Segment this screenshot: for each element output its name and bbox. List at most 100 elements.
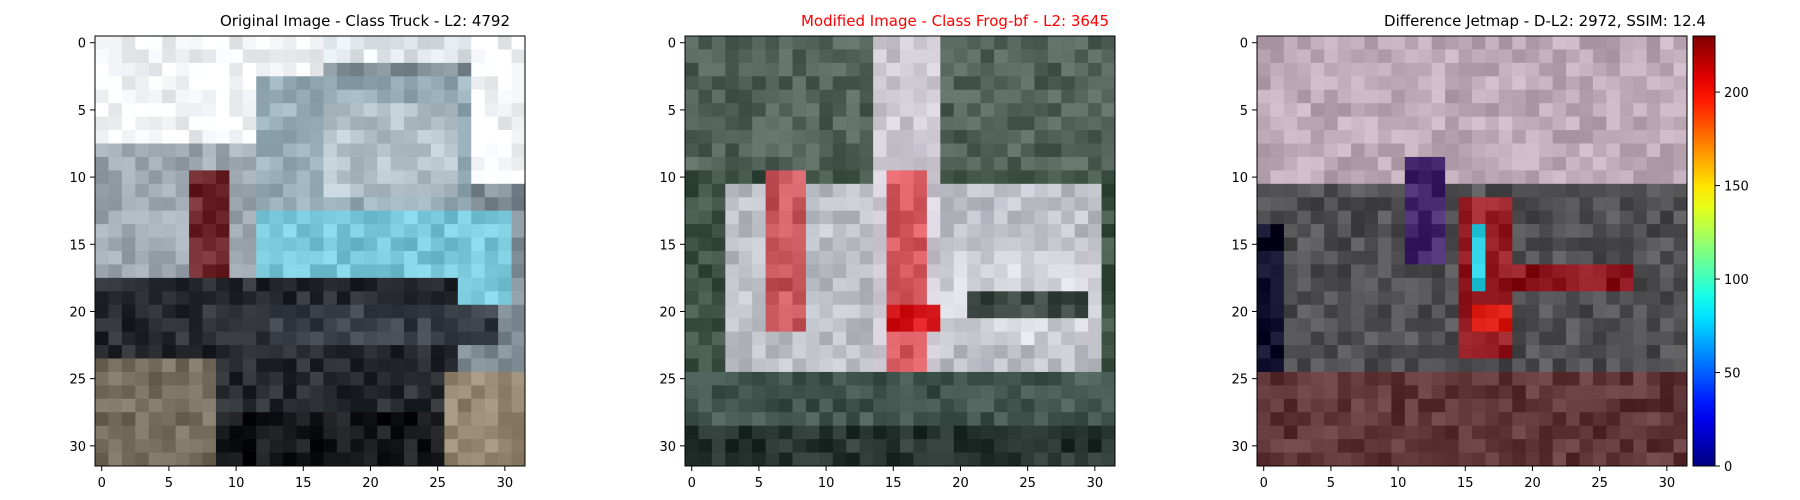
pixel (1512, 224, 1527, 238)
pixel (1512, 62, 1527, 77)
pixel (457, 224, 472, 238)
pixel (1351, 143, 1365, 158)
pixel (1351, 210, 1365, 225)
pixel (900, 170, 914, 185)
pixel (926, 183, 941, 198)
pixel (1512, 385, 1527, 400)
pixel (1458, 130, 1473, 144)
pixel (873, 224, 887, 238)
pixel (1020, 170, 1035, 185)
pixel (1047, 36, 1062, 50)
pixel (121, 398, 136, 413)
pixel (1485, 89, 1500, 104)
pixel (1539, 251, 1554, 265)
pixel (792, 197, 807, 212)
pixel (484, 331, 499, 346)
pixel (1458, 183, 1473, 198)
pixel (1337, 304, 1352, 319)
pixel (377, 130, 392, 144)
pixel (229, 452, 244, 467)
pixel (711, 224, 726, 238)
pixel (1485, 398, 1500, 413)
pixel (1606, 130, 1621, 144)
pixel (1552, 156, 1567, 171)
pixel (363, 89, 378, 104)
pixel (229, 76, 244, 91)
pixel (1324, 143, 1339, 158)
pixel (1445, 116, 1459, 131)
x-tick-label: 10 (1390, 476, 1407, 491)
pixel (296, 277, 311, 292)
pixel (296, 385, 311, 400)
pixel (1404, 439, 1419, 453)
pixel (1472, 331, 1486, 346)
pixel (1391, 385, 1406, 400)
pixel (498, 412, 512, 427)
pixel (846, 76, 861, 91)
pixel (1552, 103, 1567, 118)
pixel (1283, 197, 1298, 212)
pixel (242, 291, 257, 306)
pixel (296, 412, 311, 427)
pixel (1324, 291, 1339, 306)
pixel (1472, 103, 1486, 118)
pixel (1673, 156, 1688, 171)
pixel (832, 130, 847, 144)
pixel (1619, 170, 1634, 185)
pixel (202, 452, 217, 467)
pixel (323, 385, 338, 400)
pixel (711, 130, 726, 144)
pixel (1552, 345, 1567, 359)
pixel (471, 210, 486, 225)
pixel (913, 116, 928, 131)
pixel (1485, 439, 1500, 453)
pixel (1458, 49, 1473, 64)
pixel (953, 143, 968, 158)
pixel (1525, 224, 1540, 238)
pixel (283, 264, 297, 279)
pixel (511, 170, 526, 185)
pixel (819, 89, 834, 104)
pixel (256, 62, 271, 77)
pixel (1660, 49, 1674, 64)
pixel (498, 251, 512, 265)
pixel (135, 439, 150, 453)
pixel (1606, 224, 1621, 238)
pixel (1633, 277, 1648, 292)
pixel (350, 210, 365, 225)
pixel (377, 116, 392, 131)
pixel (1660, 36, 1674, 50)
pixel (725, 62, 740, 77)
pixel (242, 425, 257, 440)
pixel (175, 224, 190, 238)
pixel (1337, 62, 1352, 77)
pixel (926, 49, 941, 64)
pixel (1337, 385, 1352, 400)
pixel (1633, 197, 1648, 212)
pixel (1377, 291, 1392, 306)
pixel (1552, 62, 1567, 77)
pixel (511, 264, 526, 279)
pixel (323, 62, 338, 77)
pixel (1101, 197, 1116, 212)
pixel (685, 36, 699, 50)
pixel (162, 318, 177, 333)
pixel (1539, 116, 1554, 131)
pixel (229, 36, 244, 50)
pixel (1579, 371, 1594, 386)
pixel (1377, 345, 1392, 359)
pixel (135, 62, 150, 77)
pixel (444, 264, 459, 279)
pixel (792, 103, 807, 118)
pixel (1257, 103, 1271, 118)
pixel (404, 116, 418, 131)
pixel (1377, 412, 1392, 427)
pixel (121, 170, 136, 185)
pixel (765, 36, 780, 50)
pixel (498, 170, 512, 185)
pixel (1310, 237, 1325, 252)
pixel (805, 103, 820, 118)
pixel (1485, 62, 1500, 77)
pixel (1391, 412, 1406, 427)
pixel (1310, 103, 1325, 118)
